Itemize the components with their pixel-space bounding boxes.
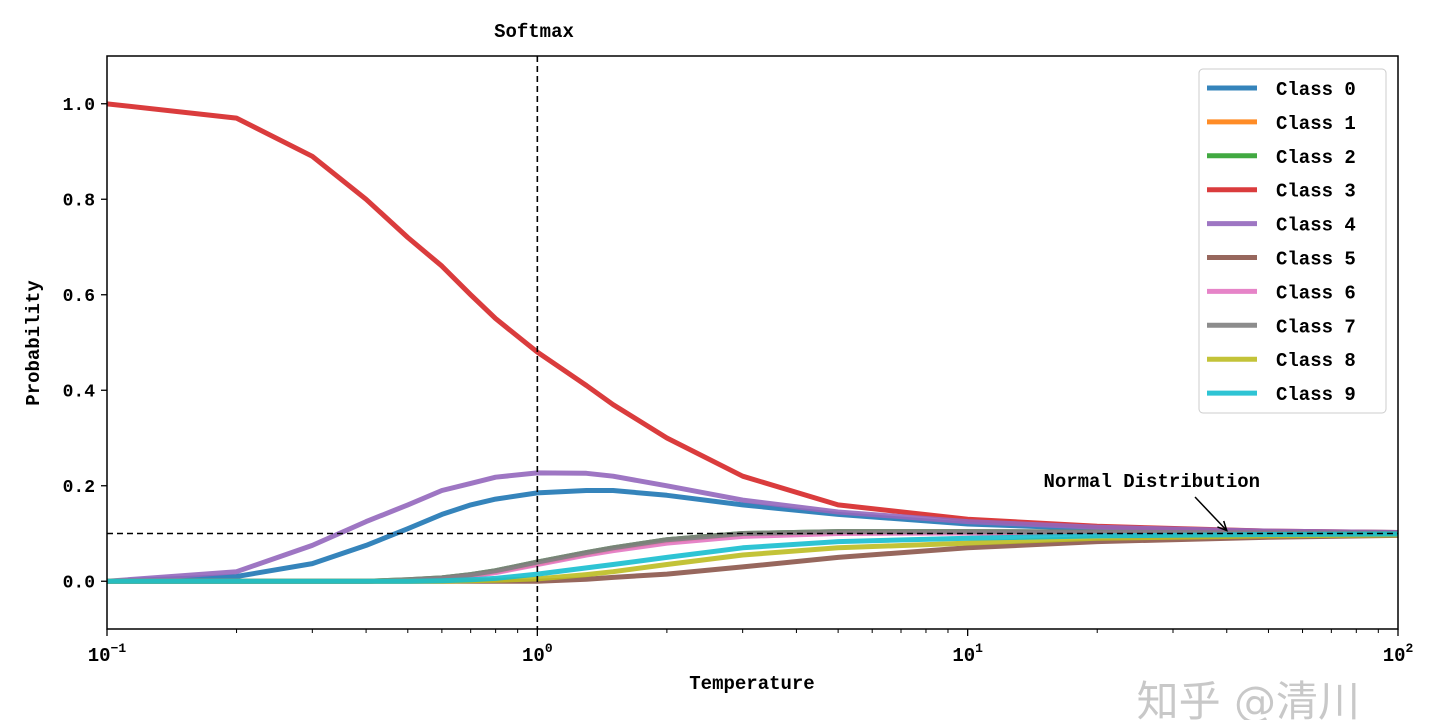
y-tick-label: 0.6 bbox=[63, 287, 95, 307]
x-tick-label: 102 bbox=[1383, 641, 1414, 667]
legend-label-class-0: Class 0 bbox=[1276, 79, 1356, 101]
axes-frame bbox=[106, 55, 1399, 630]
legend: Class 0 Class 1 Class 2 Class 3 Class 4 Class… bbox=[1198, 68, 1387, 414]
x-tick-label: 101 bbox=[952, 641, 983, 667]
y-tick-label: 1.0 bbox=[63, 96, 95, 116]
y-tick-label: 0.0 bbox=[63, 573, 95, 593]
chart-title: Softmax bbox=[494, 21, 574, 43]
y-axis-label: Probability bbox=[23, 280, 45, 406]
legend-label-class-6: Class 6 bbox=[1276, 282, 1356, 304]
series-line-class-4 bbox=[107, 470, 1398, 584]
annotation-arrow bbox=[1194, 496, 1228, 532]
legend-label-class-3: Class 3 bbox=[1276, 181, 1356, 203]
x-tick-label: 100 bbox=[522, 641, 553, 667]
series-group bbox=[107, 101, 1398, 584]
annotation-text: Normal Distribution bbox=[1043, 471, 1260, 493]
y-tick-label: 0.8 bbox=[63, 191, 95, 211]
legend-label-class-8: Class 8 bbox=[1276, 350, 1356, 372]
legend-label-class-7: Class 7 bbox=[1276, 316, 1356, 338]
legend-label-class-1: Class 1 bbox=[1276, 113, 1356, 135]
legend-label-class-2: Class 2 bbox=[1276, 147, 1356, 169]
y-tick-label: 0.4 bbox=[63, 382, 96, 402]
series-line-class-9 bbox=[107, 531, 1398, 584]
watermark: 知乎 @清川 bbox=[1137, 677, 1360, 720]
annotation-arrowhead bbox=[1217, 520, 1228, 532]
legend-label-class-5: Class 5 bbox=[1276, 249, 1356, 271]
plot-area: 0.0 0.2 0.4 0.6 0.8 1.0 10−1 100 101 102 Normal Di… bbox=[63, 55, 1414, 667]
legend-label-class-4: Class 4 bbox=[1276, 215, 1356, 237]
series-line-class-5 bbox=[107, 532, 1398, 584]
series-line-class-8 bbox=[107, 532, 1398, 584]
x-axis-label: Temperature bbox=[689, 673, 814, 695]
legend-label-class-9: Class 9 bbox=[1276, 384, 1356, 406]
x-tick-label: 10−1 bbox=[88, 641, 127, 667]
y-tick-label: 0.2 bbox=[63, 478, 95, 498]
